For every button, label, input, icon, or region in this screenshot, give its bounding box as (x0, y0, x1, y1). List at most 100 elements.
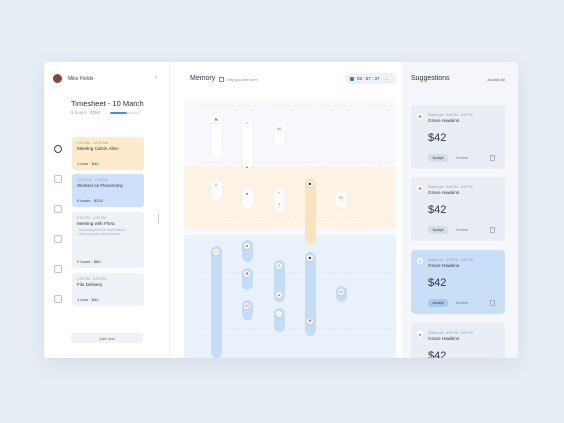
suggestion-amount: $42 (428, 132, 447, 144)
entry-title: Meeting with Flora (77, 221, 115, 226)
slack-icon[interactable]: ✱ (213, 117, 219, 123)
entry-title: File Delivery (77, 282, 103, 287)
chevron-down-icon[interactable]: ⌄ (384, 75, 389, 81)
suggestion-time: Share Link - 3:00 PM - 4:00 PM (428, 331, 473, 335)
add-new-button[interactable]: Add new (71, 333, 143, 343)
avatar-icon[interactable]: ● (244, 191, 250, 197)
accept-button[interactable]: Accept (428, 226, 448, 234)
activity-pill[interactable] (242, 188, 253, 208)
entry-meta: 1 hour · $40 (77, 297, 99, 302)
memory-title: Memory (190, 75, 216, 82)
time-entry[interactable]: 10:30 AM - 2:30 PM Worked on Flexonomy 5… (72, 174, 144, 207)
activity-pill[interactable] (274, 308, 285, 332)
activity-pill[interactable] (242, 268, 253, 290)
entry-duration: 5 hours (77, 198, 91, 203)
main-card: Mike Fields ‹ Timesheet - 10 March 8 hou… (44, 62, 518, 358)
more-icon[interactable]: ⋮ (137, 215, 141, 220)
folder-icon[interactable] (54, 175, 62, 183)
suggestion-name: Grace Hawkins (428, 336, 460, 341)
user-profile[interactable]: Mike Fields (53, 74, 93, 83)
activity-pill[interactable] (242, 240, 253, 262)
suggestion-time: Share Link - 3:00 PM - 4:00 PM (428, 113, 473, 117)
docs-icon[interactable]: ▪ (276, 190, 282, 196)
grid-line (202, 105, 392, 106)
scrollbar[interactable] (158, 214, 159, 224)
drive-icon[interactable]: ▴ (276, 292, 282, 298)
entry-amount: $40 (91, 297, 99, 302)
timer-value: 02 : 57 : 37 (357, 76, 380, 81)
entry-time: 4:30 PM - 5:30 PM (77, 277, 107, 281)
activity-pill[interactable] (242, 118, 253, 168)
suggestion-card[interactable]: ✱ Share Link - 3:00 PM - 4:00 PM Grace H… (411, 105, 505, 169)
notion-icon[interactable]: ■ (307, 181, 313, 187)
time-entry[interactable]: 9:30 AM - 10:30 AM Meeting Calvin Allen … (72, 137, 144, 170)
activity-pill[interactable] (274, 260, 285, 302)
trash-icon[interactable] (490, 300, 495, 306)
suggestion-amount: $42 (428, 204, 447, 216)
slack-icon: ✱ (417, 185, 423, 191)
accept-all-button[interactable]: Accept All (487, 77, 505, 82)
entry-amount: $80 (93, 259, 101, 264)
entry-meta: 5 hours · $200 (77, 198, 103, 203)
suggestion-card[interactable]: S Share Link - 3:00 PM - 4:00 PM Grace H… (411, 250, 505, 314)
gmail-icon[interactable]: M (338, 289, 344, 295)
skype-icon: S (417, 258, 423, 264)
slack-icon[interactable]: ✱ (307, 318, 313, 324)
activity-pill[interactable] (211, 246, 222, 358)
user-icon[interactable] (54, 205, 62, 213)
entry-time: 2:30 PM - 4:30 PM (77, 216, 107, 220)
accept-button[interactable]: Accept (428, 299, 448, 307)
suggestions-panel: Suggestions Accept All ✱ Share Link - 3:… (402, 62, 518, 358)
calendar-icon[interactable]: ▫ (276, 311, 282, 317)
suggestion-card[interactable]: ✱ Share Link - 3:00 PM - 4:00 PM Grace H… (411, 177, 505, 241)
drive-icon[interactable]: ▴ (213, 249, 219, 255)
gmail-icon[interactable]: M (276, 126, 282, 132)
suggestion-card[interactable]: ● Share Link - 3:00 PM - 4:00 PM Grace H… (411, 323, 505, 358)
pause-icon[interactable] (350, 76, 354, 81)
gmail-icon[interactable]: M (244, 303, 250, 309)
slack-icon[interactable]: ✱ (244, 271, 250, 277)
grid-line (202, 217, 392, 218)
trash-icon[interactable] (490, 155, 495, 161)
entry-amount: $200 (93, 198, 103, 203)
accept-button[interactable]: Accept (428, 154, 448, 162)
drive-icon[interactable]: ▴ (276, 201, 282, 207)
progress-fill (110, 112, 127, 114)
suggestion-name: Grace Hawkins (428, 118, 460, 123)
briefcase-icon[interactable] (54, 235, 62, 243)
trash-icon[interactable] (490, 227, 495, 233)
decline-button[interactable]: Decline (456, 228, 468, 232)
lock-icon (219, 77, 224, 82)
activity-pill[interactable] (274, 122, 285, 146)
activity-pill[interactable] (242, 300, 253, 320)
exchange-icon[interactable] (54, 295, 62, 303)
activity-pill[interactable] (305, 252, 316, 336)
skype-icon[interactable]: S (213, 182, 219, 188)
clock-icon[interactable] (54, 145, 62, 153)
grid-line (202, 272, 392, 273)
entry-notes: - Discussing the flow and modules - Disc… (77, 228, 126, 236)
avatar-icon[interactable]: ● (244, 243, 250, 249)
memory-timeline: ✱ ▪ M ▴ S ● ▪ ▴ ■ M ▴ ● ✱ S ▴ ■ M M ▫ ✱ (184, 100, 396, 358)
activity-pill[interactable] (211, 114, 222, 158)
entry-time: 9:30 AM - 10:30 AM (77, 141, 108, 145)
notion-icon[interactable]: ■ (307, 255, 313, 261)
decline-button[interactable]: Decline (456, 301, 468, 305)
tag-icon[interactable] (54, 265, 62, 273)
avatar-icon: ● (417, 331, 423, 337)
decline-button[interactable]: Decline (456, 156, 468, 160)
time-entry[interactable]: 2:30 PM - 4:30 PM Meeting with Flora - D… (72, 212, 144, 268)
grid-line (202, 162, 392, 163)
activity-pill[interactable] (305, 178, 316, 244)
timer[interactable]: 02 : 57 : 37 ⌄ (346, 73, 396, 84)
activity-pill[interactable] (274, 188, 285, 212)
time-entry[interactable]: 4:30 PM - 5:30 PM File Delivery 1 hour ·… (72, 273, 144, 306)
drive-icon[interactable]: ▴ (244, 164, 250, 170)
docs-icon[interactable]: ▪ (244, 120, 250, 126)
chevron-left-icon[interactable]: ‹ (155, 74, 158, 81)
gmail-icon[interactable]: M (338, 195, 344, 201)
activity-pill[interactable] (211, 180, 222, 200)
skype-icon[interactable]: S (276, 263, 282, 269)
memory-panel: Memory Only you see them 02 : 57 : 37 ⌄ (170, 62, 402, 358)
suggestion-time: Share Link - 3:00 PM - 4:00 PM (428, 258, 473, 262)
